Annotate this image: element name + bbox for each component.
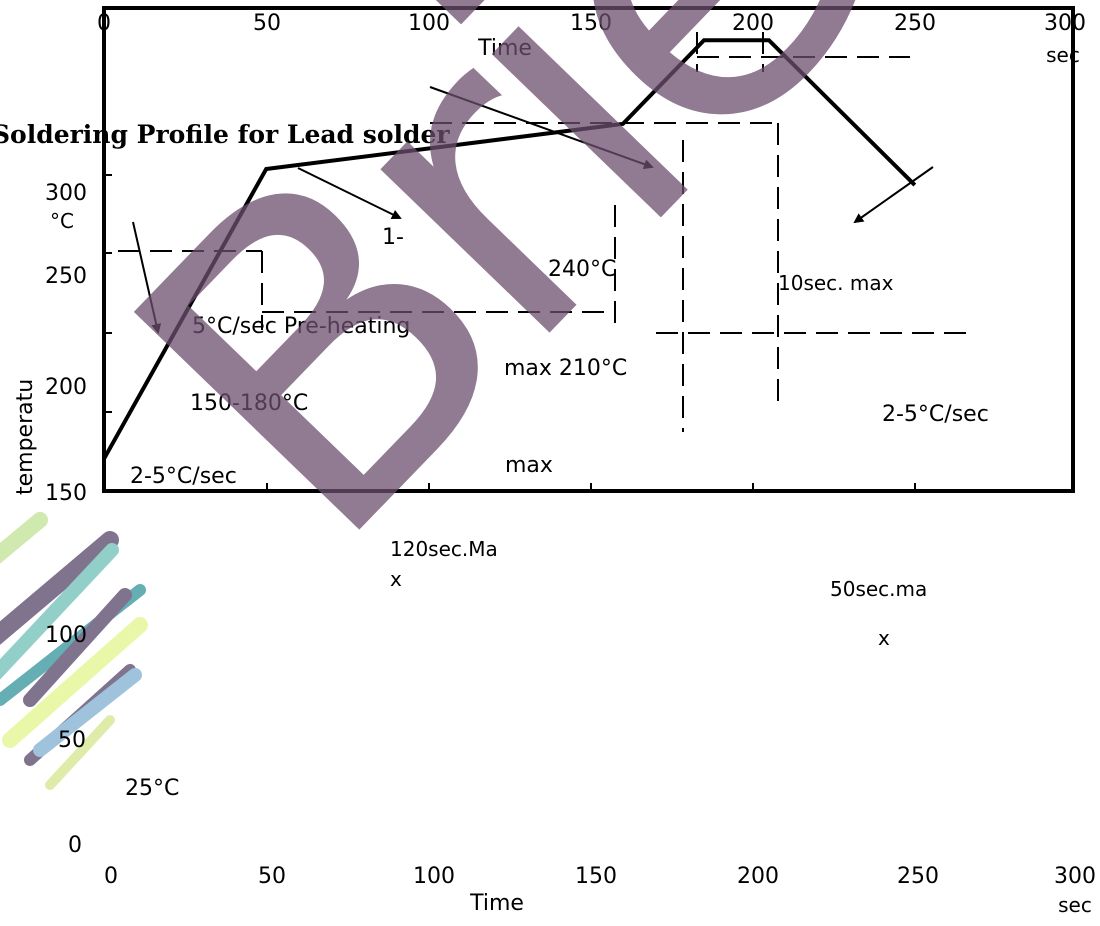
pointer-arrows (132, 86, 934, 334)
stripe (33, 668, 142, 757)
bottom-x-unit: sec (1058, 893, 1092, 917)
lower-y-tick-labels: 100 50 0 (45, 623, 87, 858)
plot-frame (102, 6, 1075, 493)
top-x-unit: sec (1046, 43, 1080, 67)
y-tick-label: 250 (45, 264, 87, 289)
top-x-tick-label: 50 (253, 11, 281, 36)
y-axis-ticks (104, 174, 112, 413)
stripe (2, 617, 148, 748)
arrow-ramp-up (132, 221, 162, 334)
stripe (0, 543, 119, 680)
bottom-x-tick-label: 50 (258, 864, 286, 889)
bottom-x-tick-label: 250 (897, 864, 939, 889)
upper-y-tick-labels: 300 250 200 150 (45, 181, 87, 506)
annotation-reflow-temp: max 210°C (504, 356, 627, 381)
top-x-tick-label: 200 (732, 11, 774, 36)
y-tick-label: 200 (45, 375, 87, 400)
bottom-x-axis-label: Time (469, 891, 524, 916)
annotation-preheat-rate: 5°C/sec Pre-heating (192, 314, 410, 339)
top-x-tick-label: 300 (1044, 11, 1086, 36)
y-tick-label: 300 (45, 181, 87, 206)
annotation-ambient: 25°C (125, 776, 179, 801)
bottom-x-tick-label: 200 (737, 864, 779, 889)
top-x-tick-label: 150 (570, 11, 612, 36)
bottom-x-tick-label: 100 (413, 864, 455, 889)
bottom-x-tick-label: 300 (1054, 864, 1096, 889)
y-unit: °C (50, 209, 74, 233)
top-x-tick-label: 250 (894, 11, 936, 36)
decorative-stripes (0, 512, 148, 790)
annotation-ramp-down: 2-5°C/sec (882, 402, 989, 427)
annotation-preheat-time-tail: x (390, 567, 402, 591)
stripe (0, 531, 119, 645)
chart-title: Soldering Profile for Lead solder (0, 120, 450, 149)
y-tick-label: 100 (45, 623, 87, 648)
top-x-tick-label: 100 (408, 11, 450, 36)
top-x-tick-labels: 0 50 100 150 200 250 300 (97, 11, 1086, 36)
x-axis-ticks (266, 483, 916, 491)
arrow-preheat (297, 167, 402, 219)
annotation-preheat-range: 150-180°C (190, 391, 308, 416)
bottom-x-tick-label: 0 (104, 864, 118, 889)
y-tick-label: 0 (68, 833, 82, 858)
annotations: 2-5°C/sec 5°C/sec Pre-heating 150-180°C … (125, 225, 989, 801)
annotation-reflow-time: 50sec.ma (830, 577, 927, 601)
y-axis-label: temperatu (13, 379, 38, 495)
bottom-x-tick-label: 150 (575, 864, 617, 889)
top-x-axis-label: Time (477, 36, 532, 61)
annotations-small: 10sec. max 120sec.Ma x 50sec.ma x (390, 271, 927, 650)
annotation-peak-time: 10sec. max (778, 271, 894, 295)
stripe (0, 512, 48, 564)
annotation-max: max (505, 453, 553, 478)
watermark-text: Brief (44, 0, 1060, 631)
stripe (23, 588, 132, 707)
annotation-peak-temp: 240°C (548, 257, 616, 282)
y-tick-label: 50 (58, 728, 86, 753)
arrow-ramp-down (853, 166, 934, 224)
series-line-temperature-profile (102, 38, 917, 460)
arrow-reflow (429, 86, 654, 169)
annotation-stray: 1- (382, 225, 404, 250)
bottom-x-tick-labels: 0 50 100 150 200 250 300 (104, 864, 1096, 889)
watermark: Brief (44, 0, 1060, 631)
annotation-reflow-time-tail: x (878, 626, 890, 650)
top-x-tick-label: 0 (97, 11, 111, 36)
y-tick-label: 150 (45, 481, 87, 506)
annotation-preheat-time: 120sec.Ma (390, 537, 498, 561)
stripe (45, 715, 115, 790)
dashed-guides (118, 32, 972, 432)
annotation-ramp-up: 2-5°C/sec (130, 464, 237, 489)
